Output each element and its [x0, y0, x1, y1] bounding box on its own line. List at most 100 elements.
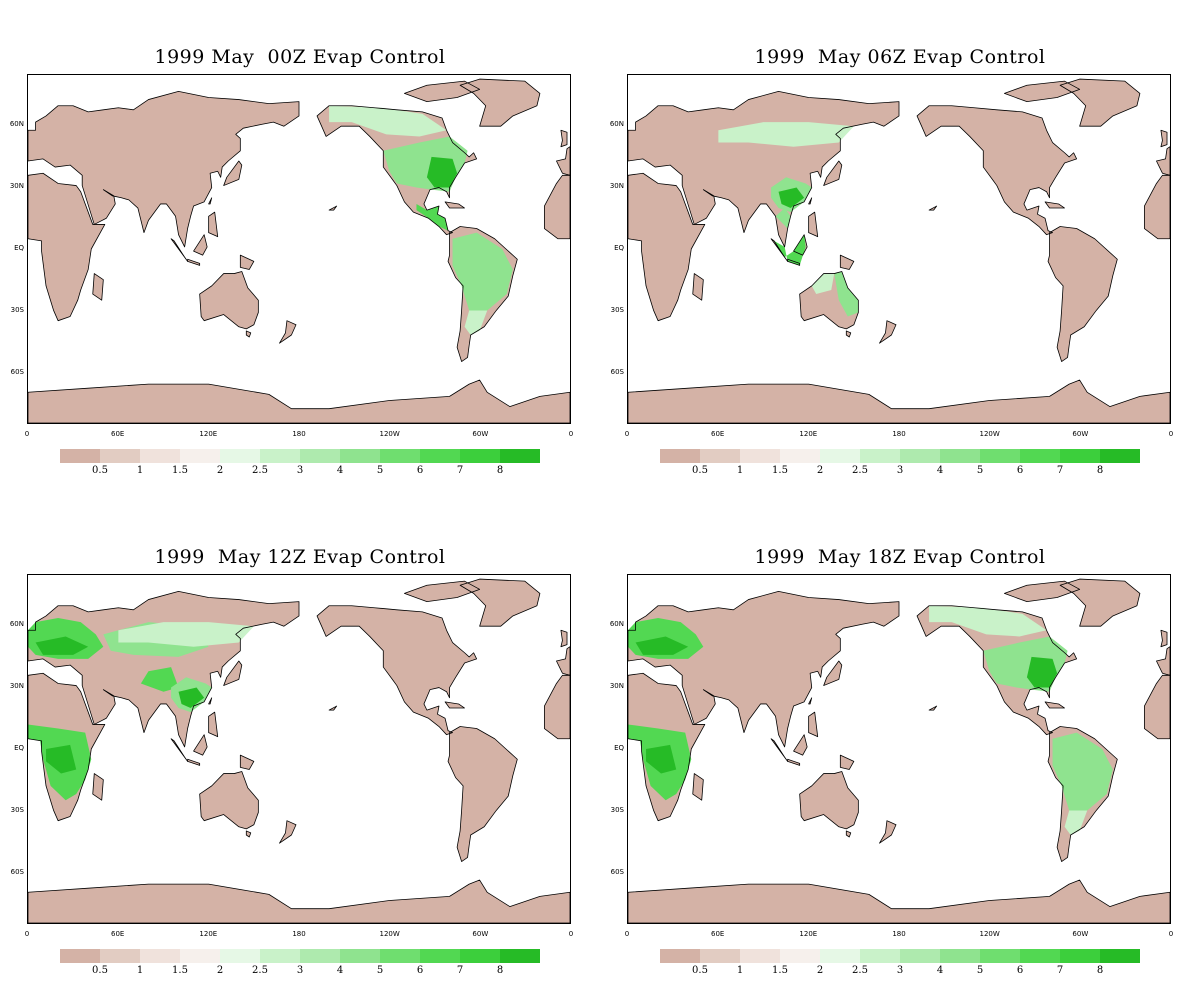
lon-tick-label: 0: [568, 430, 574, 438]
landmass-island: [840, 755, 854, 770]
landmass-island: [193, 234, 208, 256]
landmass-island: [223, 161, 242, 186]
evap-region-north-america: [426, 156, 458, 188]
colorbar-label: 0.5: [692, 465, 708, 476]
lon-tick-label: 120E: [799, 930, 818, 938]
landmass-island: [823, 161, 842, 186]
lat-tick-label: 60N: [9, 120, 24, 129]
coastline-britain: [1160, 129, 1168, 148]
coastline-island: [193, 734, 208, 756]
colorbar-swatch: [740, 949, 780, 963]
coastline-greenland: [1059, 78, 1141, 127]
colorbar-swatch: [100, 949, 140, 963]
lon-tick-label: 60E: [710, 430, 725, 438]
lat-tick-label: 30N: [9, 182, 24, 191]
colorbar-label: 3: [296, 965, 304, 976]
colorbar-swatch: [700, 449, 740, 463]
lon-tick-label: 0: [568, 930, 574, 938]
coastline-europe-asia: [628, 591, 900, 748]
coastline-island: [879, 320, 897, 344]
landmass-island: [823, 661, 842, 686]
coastline-island: [444, 701, 465, 709]
colorbar-label: 6: [416, 465, 424, 476]
landmass-antarctica: [628, 380, 1170, 423]
map-frame: [627, 74, 1171, 424]
landmass-west-europe: [556, 146, 570, 176]
landmass-britain: [1160, 130, 1168, 147]
lon-tick-label: 60E: [110, 930, 125, 938]
coastline-britain: [560, 129, 568, 148]
coastline-island: [187, 258, 201, 266]
colorbar-label: 6: [1016, 965, 1024, 976]
coastline-europe-asia: [628, 91, 900, 248]
coastline-island: [208, 211, 219, 238]
coastline-west-europe: [1156, 146, 1170, 176]
evap-region-africa: [46, 744, 77, 774]
coastline-antarctica: [628, 379, 1170, 423]
colorbar: [60, 449, 540, 463]
landmass-greenland: [460, 79, 540, 127]
lat-tick-label: 30N: [9, 682, 24, 691]
landmass-island: [1045, 701, 1065, 709]
colorbar-label: 1.5: [172, 465, 188, 476]
landmass-britain: [1160, 630, 1168, 647]
landmass-island: [692, 773, 704, 801]
colorbar-swatch: [1100, 449, 1140, 463]
world-map: [628, 578, 1170, 923]
coastline-north-america: [916, 605, 1078, 736]
colorbar-swatch: [180, 949, 220, 963]
coastline-arctic-islands: [1004, 80, 1081, 103]
lon-tick-label: 120E: [799, 430, 818, 438]
landmass-australia: [199, 771, 259, 829]
coastline-island: [245, 330, 252, 338]
colorbar-swatch: [980, 949, 1020, 963]
lat-tick-label: 60S: [10, 867, 24, 876]
landmass-australia: [199, 271, 259, 329]
landmass-island: [840, 255, 854, 270]
colorbar-label: 5: [376, 465, 384, 476]
coastline-arctic-islands: [404, 80, 481, 103]
map-frame: [27, 74, 571, 424]
landmass-greenland: [1060, 579, 1140, 627]
lon-tick-label: 120W: [379, 430, 400, 438]
coastline-island: [808, 697, 813, 705]
coastline-island: [793, 734, 808, 756]
coastline-island: [808, 197, 813, 205]
landmass-island: [692, 273, 704, 301]
evap-region-south-america: [1064, 810, 1088, 836]
landmass-europe-asia: [28, 91, 299, 247]
colorbar-label: 5: [976, 465, 984, 476]
coastline-island: [770, 738, 789, 762]
panel-title: 1999 May 06Z Evap Control: [754, 46, 1046, 68]
lat-tick-label: 30N: [609, 182, 624, 191]
colorbar-label: 0.5: [92, 965, 108, 976]
lon-tick-label: 180: [292, 930, 306, 938]
lat-tick-label: 30N: [609, 682, 624, 691]
colorbar-swatch: [180, 449, 220, 463]
panel-title: 1999 May 00Z Evap Control: [154, 46, 446, 68]
landmass-west-europe: [556, 646, 570, 676]
coastline-island: [208, 711, 219, 738]
coastline-island: [223, 660, 243, 686]
colorbar-label: 7: [1056, 465, 1064, 476]
coastline-island: [823, 160, 843, 186]
coastline-island: [879, 820, 897, 844]
coastline-island: [845, 330, 852, 338]
colorbar-label: 7: [456, 965, 464, 976]
colorbar-label: 4: [336, 965, 344, 976]
colorbar-label: 8: [1096, 965, 1104, 976]
colorbar-swatch: [340, 949, 380, 963]
panel-title: 1999 May 12Z Evap Control: [154, 546, 446, 568]
coastline-island: [223, 160, 243, 186]
coastline-island: [208, 697, 213, 705]
colorbar-swatch: [300, 449, 340, 463]
landmass-antarctica: [28, 880, 570, 923]
coastline-island: [193, 234, 208, 256]
coastline-greenland: [1059, 578, 1141, 627]
colorbar-swatch: [820, 449, 860, 463]
landmass-arctic-islands: [1004, 581, 1080, 602]
coastline-island: [279, 820, 297, 844]
colorbar-label: 3: [896, 465, 904, 476]
coastline-greenland: [459, 78, 541, 127]
coastline-south-america: [1047, 726, 1118, 862]
